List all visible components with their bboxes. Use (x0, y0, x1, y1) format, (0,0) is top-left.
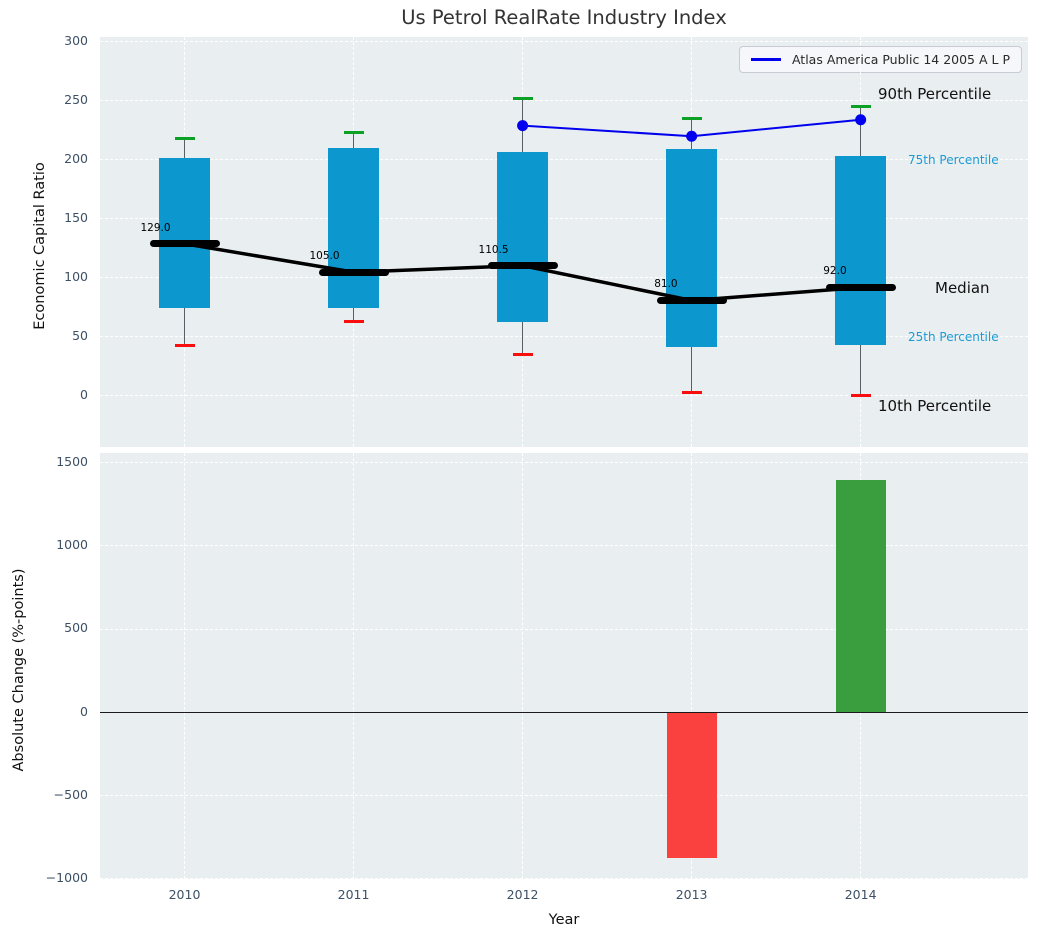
median-dash (487, 262, 558, 270)
gridline-vertical (183, 453, 185, 879)
atlas-marker (686, 130, 698, 142)
iqr-box (497, 151, 549, 322)
iqr-box (159, 157, 211, 308)
median-dash (825, 283, 896, 291)
p90-cap (512, 96, 533, 100)
x-tick-label: 2014 (844, 887, 877, 902)
top-y-tick-label: 150 (64, 209, 88, 225)
bottom-y-tick-label: −1000 (45, 870, 88, 885)
chart-title: Us Petrol RealRate Industry Index (401, 6, 727, 29)
top-y-tick-label: 0 (80, 387, 88, 403)
atlas-marker (855, 114, 867, 126)
gridline-horizontal (100, 395, 1028, 397)
change-bar-negative (666, 712, 717, 859)
iqr-box (666, 149, 718, 347)
p10-cap (343, 320, 364, 324)
zero-line (100, 711, 1028, 714)
p90-cap (174, 137, 195, 141)
gridline-vertical (690, 453, 692, 879)
median-value-label: 105.0 (309, 250, 340, 263)
p10-cap (681, 391, 702, 395)
x-tick-label: 2012 (506, 887, 539, 902)
p10-cap (850, 393, 871, 397)
gridline-horizontal (100, 336, 1028, 338)
annotation-25th-percentile: 25th Percentile (908, 330, 999, 344)
gridline-horizontal (100, 159, 1028, 161)
top-y-tick-label: 300 (64, 32, 88, 48)
top-y-tick-label: 200 (64, 150, 88, 166)
x-tick-label: 2010 (168, 887, 201, 902)
gridline-vertical (521, 453, 523, 879)
median-value-label: 110.5 (478, 243, 509, 256)
gridline-horizontal (100, 795, 1028, 797)
annotation-90th-percentile: 90th Percentile (878, 85, 992, 103)
bottom-y-tick-label: 1500 (56, 453, 88, 469)
x-axis-label: Year (548, 912, 580, 928)
annotation-10th-percentile: 10th Percentile (878, 397, 992, 415)
percentile-plot-area: Atlas America Public 14 2005 A L P 129.0… (100, 37, 1028, 447)
gridline-horizontal (100, 100, 1028, 102)
gridline-horizontal (100, 218, 1028, 220)
gridline-horizontal (100, 628, 1028, 630)
gridline-vertical (352, 453, 354, 879)
iqr-box (328, 148, 380, 308)
median-value-label: 92.0 (823, 265, 847, 278)
gridline-horizontal (100, 277, 1028, 279)
x-tick-label: 2011 (337, 887, 370, 902)
bottom-y-tick-label: −500 (53, 786, 88, 802)
gridline-horizontal (100, 462, 1028, 464)
legend-label: Atlas America Public 14 2005 A L P (791, 52, 1010, 67)
legend-line-sample (750, 58, 781, 61)
gridline-horizontal (100, 545, 1028, 547)
median-value-label: 129.0 (140, 221, 171, 234)
top-y-tick-label: 250 (64, 91, 88, 107)
annotation-75th-percentile: 75th Percentile (908, 153, 999, 167)
median-dash (149, 240, 220, 248)
median-dash (656, 296, 727, 304)
p10-cap (174, 343, 195, 347)
gridline-horizontal (100, 40, 1028, 42)
median-dash (318, 268, 389, 276)
top-y-axis-label: Economic Capital Ratio (32, 162, 48, 330)
x-tick-label: 2013 (675, 887, 708, 902)
top-y-tick-label: 100 (64, 269, 88, 285)
atlas-marker (517, 120, 529, 132)
legend: Atlas America Public 14 2005 A L P (738, 46, 1022, 73)
median-value-label: 81.0 (654, 278, 678, 291)
change-bar-positive (835, 479, 886, 713)
gridline-horizontal (100, 878, 1028, 880)
annotation-median: Median (935, 279, 990, 297)
bottom-y-tick-label: 500 (64, 620, 88, 636)
bottom-y-tick-label: 1000 (56, 537, 88, 553)
p90-cap (681, 117, 702, 121)
p90-cap (343, 131, 364, 135)
iqr-box (835, 156, 887, 346)
bottom-y-axis-label: Absolute Change (%-points) (11, 568, 27, 772)
change-plot-area (100, 453, 1028, 880)
p90-cap (850, 105, 871, 109)
top-y-tick-label: 50 (72, 328, 88, 344)
bottom-y-tick-label: 0 (80, 703, 88, 719)
p10-cap (512, 353, 533, 357)
